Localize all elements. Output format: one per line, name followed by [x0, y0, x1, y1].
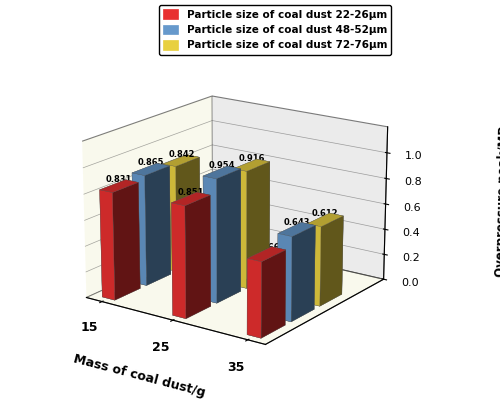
X-axis label: Mass of coal dust/g: Mass of coal dust/g — [72, 352, 207, 399]
Legend: Particle size of coal dust 22-26μm, Particle size of coal dust 48-52μm, Particle: Particle size of coal dust 22-26μm, Part… — [158, 5, 392, 55]
